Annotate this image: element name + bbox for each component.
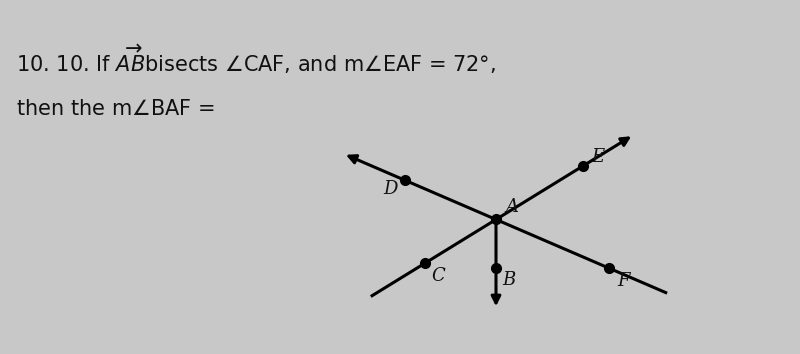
Text: then the m$\angle$BAF =: then the m$\angle$BAF =	[16, 99, 214, 119]
Text: D: D	[383, 181, 398, 199]
Text: B: B	[502, 271, 516, 289]
Text: C: C	[431, 267, 445, 285]
Text: E: E	[591, 148, 604, 166]
Text: A: A	[506, 198, 518, 216]
Text: 10. 10. If $\overrightarrow{AB}$bisects $\angle$CAF, and m$\angle$EAF = 72°,: 10. 10. If $\overrightarrow{AB}$bisects …	[16, 42, 496, 76]
Text: F: F	[617, 272, 630, 290]
